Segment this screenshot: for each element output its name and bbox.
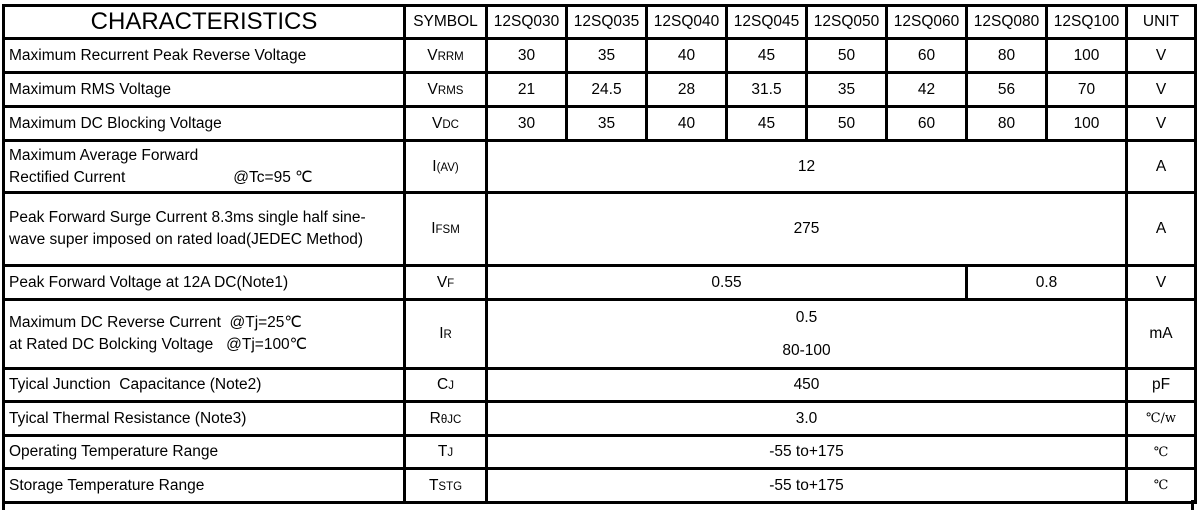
- row-value: 45: [725, 105, 808, 142]
- row-value: 35: [565, 37, 648, 74]
- row-value: 24.5: [565, 71, 648, 108]
- row-symbol: I(AV): [403, 139, 488, 194]
- row-value: 56: [965, 71, 1048, 108]
- row-unit: V: [1125, 264, 1197, 301]
- header-model: 12SQ035: [565, 4, 648, 40]
- header-characteristics: CHARACTERISTICS: [2, 4, 406, 40]
- table-row: Tyical Junction Capacitance (Note2) CJ 4…: [2, 367, 1197, 403]
- row-value: 21: [485, 71, 568, 108]
- row-value: 35: [805, 71, 888, 108]
- row-symbol: IFSM: [403, 191, 488, 267]
- header-row: CHARACTERISTICS SYMBOL 12SQ030 12SQ035 1…: [2, 4, 1197, 40]
- table-row: Maximum DC Blocking Voltage VDC 30 35 40…: [2, 105, 1197, 142]
- header-unit: UNIT: [1125, 4, 1197, 40]
- characteristics-table: CHARACTERISTICS SYMBOL 12SQ030 12SQ035 1…: [2, 4, 1197, 504]
- row-unit: pF: [1125, 367, 1197, 403]
- header-model: 12SQ045: [725, 4, 808, 40]
- row-symbol: RθJC: [403, 400, 488, 437]
- row-symbol: VF: [403, 264, 488, 301]
- row-value: 80: [965, 37, 1048, 74]
- row-value: 275: [485, 191, 1128, 267]
- table-row: Operating Temperature Range TJ -55 to+17…: [2, 434, 1197, 470]
- row-value: 31.5: [725, 71, 808, 108]
- row-unit: V: [1125, 105, 1197, 142]
- row-unit: V: [1125, 71, 1197, 108]
- table-row: Peak Forward Voltage at 12A DC(Note1) VF…: [2, 264, 1197, 301]
- row-value: 28: [645, 71, 728, 108]
- row-description: Maximum DC Reverse Current @Tj=25℃ at Ra…: [2, 298, 406, 370]
- row-symbol: VDC: [403, 105, 488, 142]
- row-value: 35: [565, 105, 648, 142]
- row-description: Maximum DC Blocking Voltage: [2, 105, 406, 142]
- row-value: 100: [1045, 37, 1128, 74]
- row-value: 40: [645, 37, 728, 74]
- header-model: 12SQ040: [645, 4, 728, 40]
- row-value: -55 to+175: [485, 467, 1128, 504]
- header-model: 12SQ080: [965, 4, 1048, 40]
- row-value: 40: [645, 105, 728, 142]
- row-unit: ℃: [1125, 434, 1197, 470]
- row-description: Peak Forward Voltage at 12A DC(Note1): [2, 264, 406, 301]
- row-symbol: CJ: [403, 367, 488, 403]
- table-row: Maximum RMS Voltage VRMS 21 24.5 28 31.5…: [2, 71, 1197, 108]
- row-symbol: IR: [403, 298, 488, 370]
- row-value: 0.8: [965, 264, 1128, 301]
- row-description: Storage Temperature Range: [2, 467, 406, 504]
- row-unit: ℃: [1125, 467, 1197, 504]
- table-continuation: [2, 500, 1194, 510]
- row-value: 60: [885, 37, 968, 74]
- row-description: Maximum Average Forward Rectified Curren…: [2, 139, 406, 194]
- row-value: -55 to+175: [485, 434, 1128, 470]
- row-description: Tyical Thermal Resistance (Note3): [2, 400, 406, 437]
- row-value: 0.5 80-100: [485, 298, 1128, 370]
- row-symbol: VRRM: [403, 37, 488, 74]
- row-value: 45: [725, 37, 808, 74]
- header-model: 12SQ030: [485, 4, 568, 40]
- table-row: Maximum Average Forward Rectified Curren…: [2, 139, 1197, 194]
- row-value: 12: [485, 139, 1128, 194]
- row-symbol: TJ: [403, 434, 488, 470]
- row-value: 30: [485, 105, 568, 142]
- row-value: 3.0: [485, 400, 1128, 437]
- table-row: Storage Temperature Range TSTG -55 to+17…: [2, 467, 1197, 504]
- row-symbol: TSTG: [403, 467, 488, 504]
- row-value: 70: [1045, 71, 1128, 108]
- header-model: 12SQ060: [885, 4, 968, 40]
- row-symbol: VRMS: [403, 71, 488, 108]
- row-unit: A: [1125, 139, 1197, 194]
- row-value: 50: [805, 37, 888, 74]
- row-value: 42: [885, 71, 968, 108]
- table-row: Peak Forward Surge Current 8.3ms single …: [2, 191, 1197, 267]
- header-model: 12SQ100: [1045, 4, 1128, 40]
- row-value: 50: [805, 105, 888, 142]
- row-description: Peak Forward Surge Current 8.3ms single …: [2, 191, 406, 267]
- table-row: Maximum Recurrent Peak Reverse Voltage V…: [2, 37, 1197, 74]
- row-description: Tyical Junction Capacitance (Note2): [2, 367, 406, 403]
- row-value: 80: [965, 105, 1048, 142]
- header-symbol: SYMBOL: [403, 4, 488, 40]
- row-unit: A: [1125, 191, 1197, 267]
- table-row: Tyical Thermal Resistance (Note3) RθJC 3…: [2, 400, 1197, 437]
- row-value: 450: [485, 367, 1128, 403]
- row-value: 100: [1045, 105, 1128, 142]
- row-description: Operating Temperature Range: [2, 434, 406, 470]
- row-value: 0.55: [485, 264, 968, 301]
- header-model: 12SQ050: [805, 4, 888, 40]
- table-row: Maximum DC Reverse Current @Tj=25℃ at Ra…: [2, 298, 1197, 370]
- row-unit: ℃/w: [1125, 400, 1197, 437]
- row-value: 60: [885, 105, 968, 142]
- row-unit: mA: [1125, 298, 1197, 370]
- row-description: Maximum RMS Voltage: [2, 71, 406, 108]
- row-value: 30: [485, 37, 568, 74]
- row-description: Maximum Recurrent Peak Reverse Voltage: [2, 37, 406, 74]
- row-unit: V: [1125, 37, 1197, 74]
